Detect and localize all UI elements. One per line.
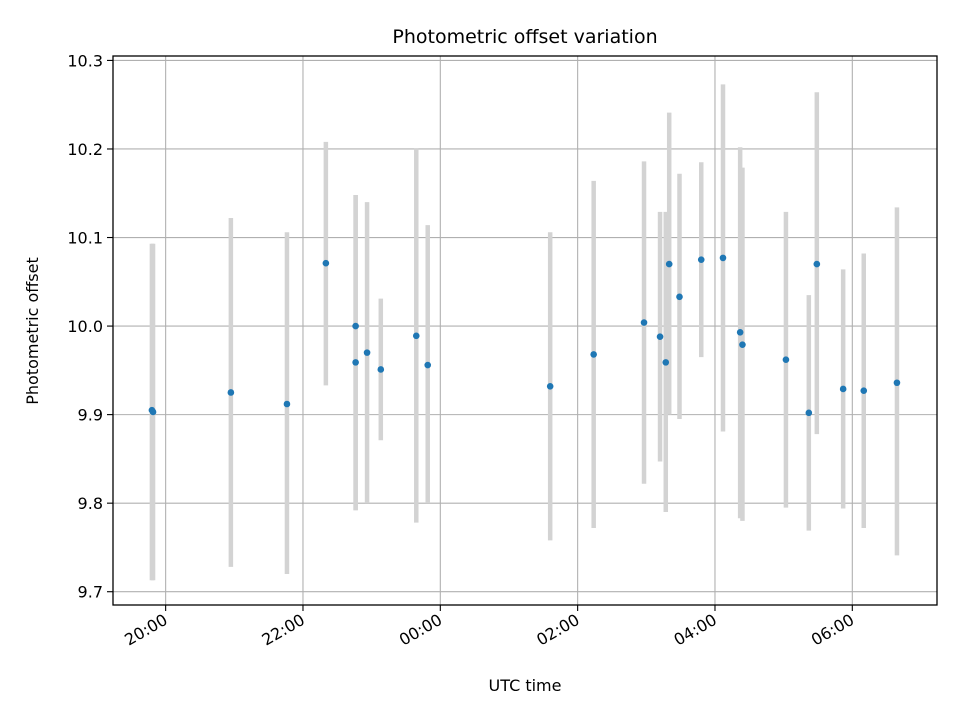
data-point <box>736 328 744 336</box>
data-point <box>546 382 554 390</box>
data-point <box>662 359 670 366</box>
data-point <box>352 359 359 366</box>
data-point <box>739 341 746 348</box>
data-point <box>590 351 597 358</box>
x-axis-label: UTC time <box>489 676 562 695</box>
chart-title: Photometric offset variation <box>392 26 657 48</box>
y-tick-label: 10.1 <box>67 229 103 248</box>
plot-frame <box>112 55 938 606</box>
data-point <box>377 366 385 373</box>
data-point <box>424 361 432 369</box>
data-point <box>697 256 705 263</box>
data-point <box>363 349 371 356</box>
data-point <box>665 260 673 268</box>
data-point <box>805 409 813 417</box>
data-point <box>813 260 821 268</box>
y-tick-label: 10.2 <box>67 140 103 159</box>
data-point <box>640 319 648 326</box>
data-point <box>782 356 790 364</box>
y-tick-label: 9.8 <box>78 494 103 513</box>
y-tick-label: 10.3 <box>67 51 103 70</box>
data-point <box>839 385 847 393</box>
data-point <box>149 408 157 416</box>
data-point <box>227 389 235 396</box>
data-points <box>148 254 901 417</box>
data-point <box>893 379 901 387</box>
data-point <box>656 333 664 340</box>
data-point <box>283 400 291 408</box>
data-point <box>322 259 330 267</box>
y-axis-label: Photometric offset <box>23 257 42 405</box>
y-tick-label: 9.9 <box>78 406 103 425</box>
y-tick-label: 10.0 <box>67 317 103 336</box>
data-point <box>676 293 683 301</box>
grid <box>113 56 937 605</box>
data-point <box>719 254 727 262</box>
data-point <box>352 322 359 330</box>
y-axis: 9.7 9.8 9.9 10.0 10.1 10.2 10.3 <box>67 51 113 602</box>
data-point <box>860 387 868 395</box>
y-tick-label: 9.7 <box>78 583 103 602</box>
data-point <box>412 332 420 340</box>
